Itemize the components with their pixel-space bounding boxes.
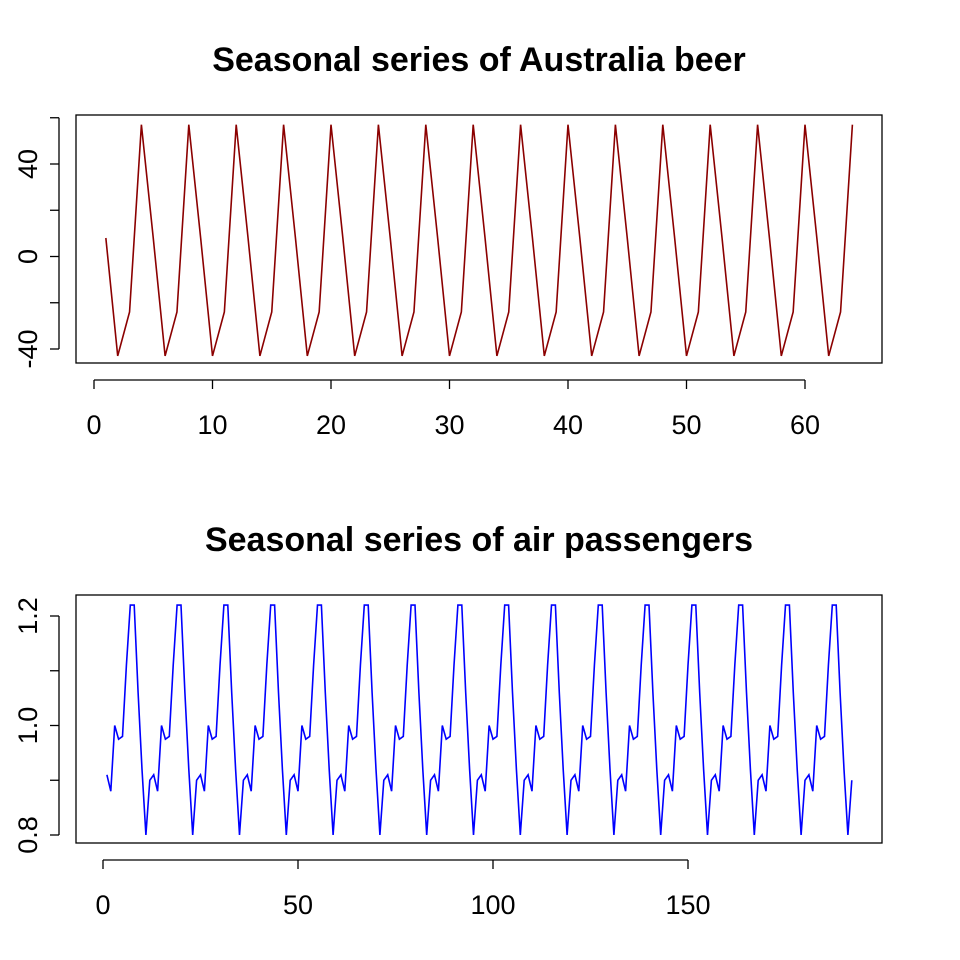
air-x-tick-label: 150 <box>665 890 710 920</box>
beer-x-tick-label: 30 <box>434 410 464 440</box>
beer-y-tick-label: 40 <box>13 149 43 179</box>
beer-x-tick-label: 40 <box>553 410 583 440</box>
air-y-axis: 0.8 1.0 1.2 <box>13 597 60 854</box>
air-y-tick-label: 1.0 <box>13 707 43 745</box>
air-x-tick-label: 0 <box>95 890 110 920</box>
beer-x-tick-label: 20 <box>316 410 346 440</box>
air-y-tick-label: 1.2 <box>13 597 43 635</box>
air-series-line <box>106 604 853 836</box>
air-x-axis: 0 50 100 150 <box>95 859 711 920</box>
beer-x-tick-label: 0 <box>86 410 101 440</box>
air-chart-title: Seasonal series of air passengers <box>205 521 753 559</box>
air-x-tick-label: 50 <box>283 890 313 920</box>
beer-chart-title: Seasonal series of Australia beer <box>212 41 746 79</box>
beer-chart: Seasonal series of Australia beer 0 10 20 3… <box>13 41 883 440</box>
air-plot-area <box>75 594 883 844</box>
beer-x-axis: 0 10 20 30 40 50 60 <box>86 379 820 440</box>
beer-x-tick-label: 10 <box>197 410 227 440</box>
beer-x-tick-label: 60 <box>790 410 820 440</box>
beer-series <box>105 124 854 357</box>
air-series <box>106 604 853 836</box>
air-y-tick-label: 0.8 <box>13 816 43 854</box>
beer-y-tick-label: -40 <box>13 329 43 368</box>
air-chart: Seasonal series of air passengers 0 50 100… <box>13 521 883 920</box>
beer-x-tick-label: 50 <box>671 410 701 440</box>
beer-y-tick-label: 0 <box>13 249 43 264</box>
beer-y-axis: -40 0 40 <box>13 117 60 369</box>
beer-series-line <box>105 124 854 357</box>
beer-plot-area <box>75 114 883 364</box>
air-x-tick-label: 100 <box>470 890 515 920</box>
